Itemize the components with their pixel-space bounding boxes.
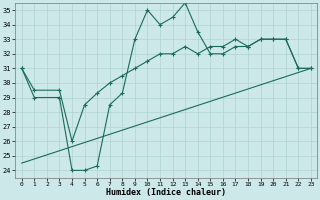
X-axis label: Humidex (Indice chaleur): Humidex (Indice chaleur)	[106, 188, 226, 197]
